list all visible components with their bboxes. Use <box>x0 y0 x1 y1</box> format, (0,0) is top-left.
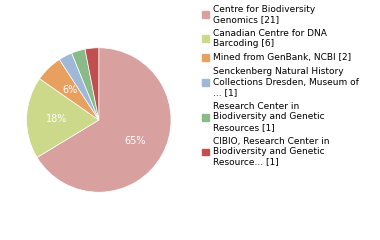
Wedge shape <box>59 53 99 120</box>
Wedge shape <box>27 79 99 157</box>
Wedge shape <box>72 49 99 120</box>
Wedge shape <box>37 48 171 192</box>
Text: 6%: 6% <box>62 85 78 95</box>
Wedge shape <box>85 48 99 120</box>
Text: 65%: 65% <box>125 136 146 145</box>
Text: 18%: 18% <box>46 114 68 124</box>
Wedge shape <box>40 60 99 120</box>
Legend: Centre for Biodiversity
Genomics [21], Canadian Centre for DNA
Barcoding [6], Mi: Centre for Biodiversity Genomics [21], C… <box>202 5 359 167</box>
